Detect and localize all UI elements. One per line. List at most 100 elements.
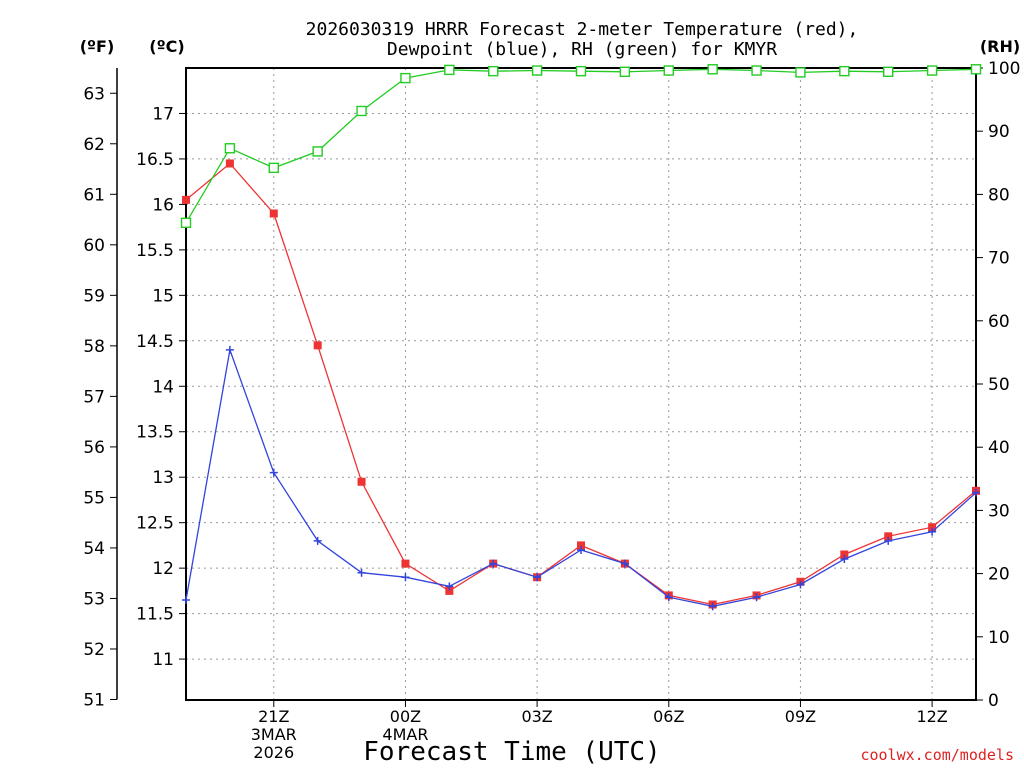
rh-tick-label: 40 [988,438,1010,458]
rh-tick-label: 0 [988,691,999,711]
temperature-point [313,341,322,350]
rh-tick-label: 100 [988,59,1020,79]
celsius-tick-label: 12.5 [136,514,174,534]
x-tick-year-label: 2026 [253,743,294,762]
fahrenheit-tick-label: 54 [83,539,105,559]
dewpoint-point [796,580,805,589]
x-tick-label: 06Z [653,707,684,726]
rh-point [488,65,499,77]
rh-point [224,143,236,154]
rh-point [663,65,674,76]
dewpoint-point [401,573,410,582]
fahrenheit-tick-label: 56 [83,438,105,458]
watermark: coolwx.com/models [860,746,1014,764]
rh-unit-label: (RH) [980,37,1020,56]
dewpoint-point [884,536,893,545]
dewpoint-point [489,559,498,568]
celsius-tick-label: 17 [152,104,174,124]
chart-title-line-2: Dewpoint (blue), RH (green) for KMYR [387,39,777,60]
fahrenheit-tick-label: 57 [83,387,105,407]
temperature-point [225,159,234,168]
rh-point [795,67,806,78]
rh-series-line [185,68,977,224]
rh-point [619,66,631,77]
rh-point [707,64,718,75]
fahrenheit-tick-label: 55 [83,488,105,508]
x-tick-label: 00Z [390,707,421,726]
temperature-point [577,541,585,550]
fahrenheit-tick-label: 60 [83,236,105,256]
dewpoint-point [357,568,366,577]
x-tick-label: 12Z [916,707,947,726]
dewpoint-point [840,555,849,564]
celsius-tick-label: 11 [152,650,174,670]
rh-tick-label: 50 [988,375,1010,395]
celsius-tick-label: 14.5 [136,332,174,352]
rh-point [356,105,367,117]
plot-frame [185,67,977,701]
celsius-tick-label: 11.5 [136,605,174,625]
fahrenheit-tick-label: 63 [83,84,105,104]
rh-point [400,72,411,84]
temperature-point [840,550,849,559]
fahrenheit-tick-label: 51 [83,690,105,710]
dewpoint-point [620,559,629,568]
fahrenheit-tick-label: 58 [83,337,105,357]
rh-tick-label: 60 [988,312,1010,332]
dewpoint-point [445,582,454,591]
temperature-point [445,586,454,595]
fahrenheit-tick-label: 52 [83,640,105,660]
fahrenheit-tick-label: 53 [83,589,105,609]
dewpoint-point [269,468,278,477]
rh-point [751,65,762,76]
rh-point [575,65,587,77]
dewpoint-point [972,488,980,497]
rh-point [268,162,279,174]
dewpoint-point [708,602,717,611]
celsius-tick-label: 12 [152,559,174,579]
fahrenheit-tick-label: 59 [83,286,105,306]
dewpoint-point [752,593,761,602]
dewpoint-point [182,595,190,604]
dewpoint-point [577,545,585,554]
temperature-point [884,532,893,541]
rh-tick-label: 10 [988,628,1010,648]
rh-tick-label: 30 [988,501,1010,521]
rh-point [180,217,192,229]
temperature-point [269,209,278,218]
rh-tick-label: 90 [988,122,1010,142]
celsius-unit-label: (ºC) [149,37,184,56]
temperature-point [928,523,937,532]
rh-point [926,65,938,76]
dewpoint-point [928,527,937,536]
fahrenheit-tick-label: 61 [83,185,105,205]
dewpoint-series-line [185,347,977,607]
temperature-point [357,477,366,486]
x-tick-date-label: 4MAR [382,725,428,744]
temperature-point [182,195,190,204]
x-axis-title: Forecast Time (UTC) [363,737,660,767]
rh-point [312,146,323,157]
x-tick-label: 21Z [258,707,289,726]
rh-point [883,66,894,77]
temperature-point [401,559,410,568]
dewpoint-point [533,573,542,582]
x-tick-label: 09Z [785,707,816,726]
fahrenheit-unit-label: (ºF) [80,37,115,56]
celsius-tick-label: 13 [152,468,174,488]
rh-tick-label: 20 [988,565,1010,585]
celsius-tick-label: 15.5 [136,241,174,261]
rh-tick-label: 70 [988,249,1010,269]
celsius-tick-label: 16.5 [136,150,174,170]
chart-title-line-1: 2026030319 HRRR Forecast 2-meter Tempera… [306,19,859,40]
fahrenheit-tick-label: 62 [83,135,105,155]
rh-point [970,64,982,75]
celsius-tick-label: 15 [152,286,174,306]
x-tick-label: 03Z [521,707,552,726]
rh-point [531,65,543,76]
rh-point [839,65,850,77]
celsius-tick-label: 16 [152,195,174,215]
dewpoint-point [313,536,322,545]
